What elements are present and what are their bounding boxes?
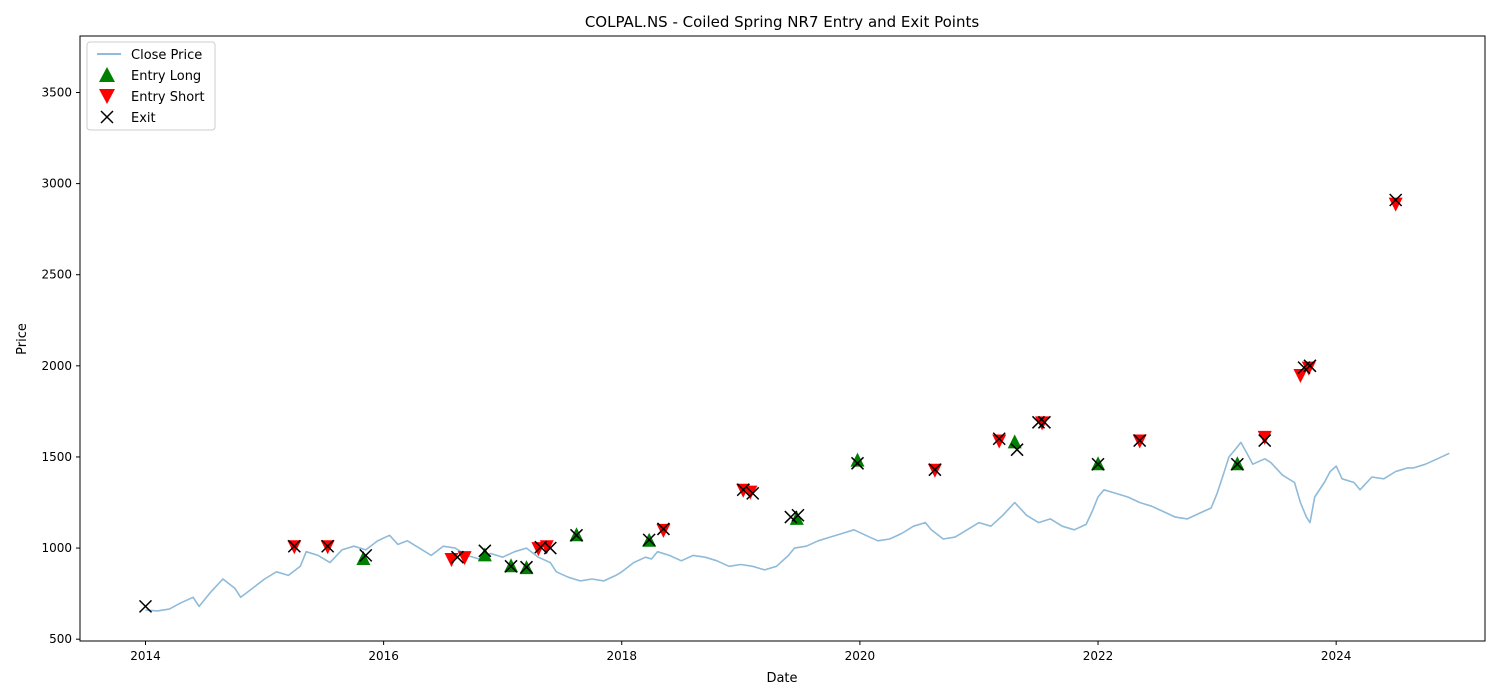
legend: Close Price Entry Long Entry Short Exit — [86, 41, 216, 131]
close-price-series — [145, 441, 1450, 612]
x-tick-label-2014: 2014 — [130, 649, 161, 663]
legend-box — [86, 41, 216, 131]
legend-exit-swatch — [100, 110, 114, 124]
plot-background — [80, 36, 1485, 641]
exit-marker-14 — [746, 486, 760, 500]
entry-long-marker-7 — [850, 452, 865, 467]
exit-marker-6 — [504, 559, 518, 573]
entry-long-marker-1 — [477, 547, 492, 562]
exit-marker-29 — [1389, 193, 1403, 207]
legend-entry-short-swatch — [99, 89, 115, 104]
x-tick-label-2016: 2016 — [368, 649, 399, 663]
exit-marker-23 — [1091, 457, 1105, 471]
exit-marker-12 — [656, 522, 670, 536]
legend-entry-long-swatch — [99, 67, 115, 82]
exit-marker-7 — [519, 560, 534, 574]
plot-area — [79, 35, 1486, 642]
entry-short-marker-8 — [743, 485, 758, 500]
exit-marker-21 — [1031, 415, 1046, 429]
exit-marker-0 — [138, 599, 153, 613]
y-tick-label-2000: 2000 — [41, 359, 72, 373]
entry-short-marker-13 — [1257, 430, 1272, 445]
entry-short-marker-10 — [992, 434, 1007, 449]
entry-short-marker-6 — [656, 523, 671, 538]
exit-marker-25 — [1230, 457, 1244, 471]
exit-marker-11 — [642, 533, 656, 547]
entry-long-marker-8 — [1007, 434, 1022, 449]
exit-marker-17 — [850, 456, 865, 470]
trade-markers — [138, 193, 1403, 613]
exit-marker-26 — [1258, 434, 1272, 448]
y-tick-label-2500: 2500 — [41, 268, 72, 282]
exit-marker-22 — [1037, 415, 1051, 429]
y-tick-label-1500: 1500 — [41, 450, 72, 464]
entry-short-marker-3 — [457, 551, 472, 566]
exit-marker-5 — [478, 544, 492, 558]
y-axis-label: Price — [15, 323, 30, 355]
entry-short-marker-14 — [1293, 368, 1308, 383]
legend-entry-long-label: Entry Long — [131, 69, 201, 84]
y-tick-label-500: 500 — [49, 632, 72, 646]
x-axis-label: Date — [766, 671, 797, 686]
exit-marker-4 — [450, 550, 464, 564]
x-axis: 2014 2016 2018 2020 2022 2024 — [130, 641, 1351, 663]
entry-short-marker-16 — [1388, 197, 1403, 212]
close-price-line — [145, 441, 1450, 612]
x-tick-label-2018: 2018 — [606, 649, 637, 663]
entry-short-marker-11 — [1035, 416, 1050, 431]
exit-marker-24 — [1133, 434, 1147, 448]
exit-marker-13 — [736, 483, 750, 497]
exit-marker-10 — [569, 528, 584, 542]
y-tick-label-1000: 1000 — [41, 541, 72, 555]
exit-marker-19 — [992, 432, 1006, 446]
entry-long-marker-6 — [789, 510, 804, 525]
y-tick-label-3500: 3500 — [41, 85, 72, 99]
legend-close-label: Close Price — [131, 48, 202, 63]
exit-marker-18 — [928, 463, 942, 477]
exit-marker-20 — [1010, 443, 1024, 457]
exit-marker-28 — [1303, 359, 1317, 373]
x-tick-label-2020: 2020 — [845, 649, 876, 663]
legend-entry-short-label: Entry Short — [131, 90, 205, 105]
x-tick-label-2024: 2024 — [1321, 649, 1352, 663]
y-axis: 500 1000 1500 2000 2500 3000 3500 — [41, 85, 80, 646]
exit-marker-9 — [543, 541, 557, 555]
exit-marker-1 — [287, 539, 301, 553]
entry-short-marker-15 — [1301, 361, 1316, 376]
legend-exit-label: Exit — [131, 111, 156, 126]
exit-marker-2 — [321, 539, 335, 553]
exit-marker-16 — [791, 508, 805, 522]
chart-title: COLPAL.NS - Coiled Spring NR7 Entry and … — [585, 13, 980, 31]
y-tick-label-3000: 3000 — [41, 177, 72, 191]
x-tick-label-2022: 2022 — [1083, 649, 1114, 663]
exit-marker-3 — [359, 548, 373, 562]
plot-frame — [79, 35, 1486, 642]
entry-short-marker-2 — [444, 552, 459, 567]
